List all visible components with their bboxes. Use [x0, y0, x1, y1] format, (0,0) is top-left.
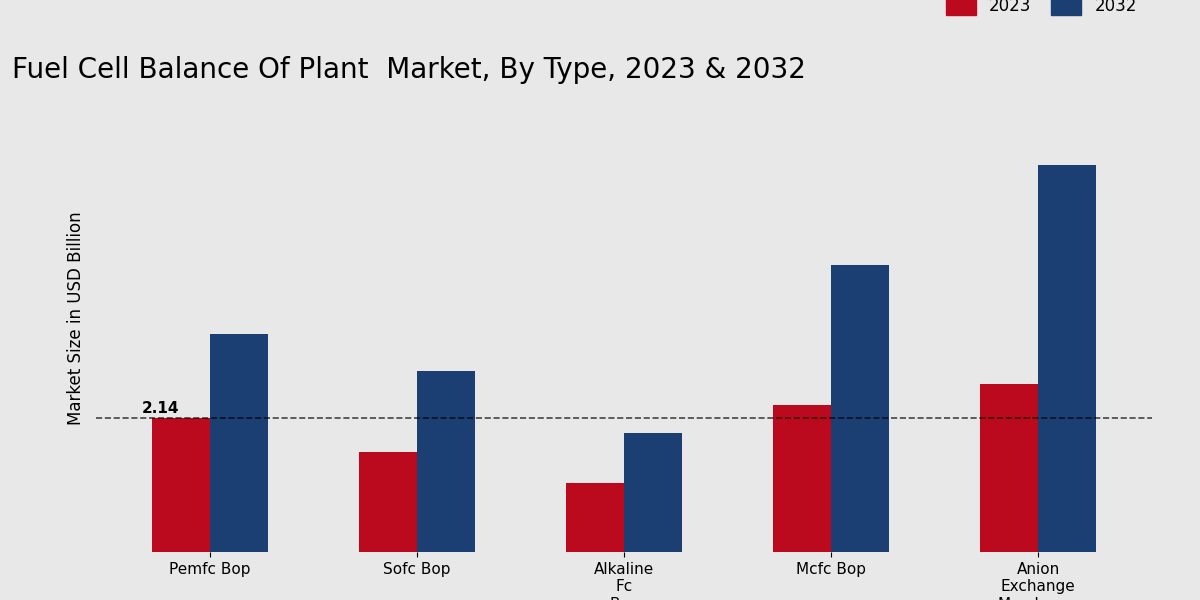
Legend: 2023, 2032: 2023, 2032	[938, 0, 1144, 22]
Bar	[1038, 165, 1096, 552]
Bar	[416, 371, 475, 552]
Bar	[980, 383, 1038, 552]
Bar	[773, 406, 832, 552]
Bar	[624, 433, 682, 552]
Bar	[359, 452, 416, 552]
Bar	[210, 334, 268, 552]
Text: Fuel Cell Balance Of Plant  Market, By Type, 2023 & 2032: Fuel Cell Balance Of Plant Market, By Ty…	[12, 56, 805, 84]
Y-axis label: Market Size in USD Billion: Market Size in USD Billion	[67, 211, 85, 425]
Text: 2.14: 2.14	[142, 401, 179, 416]
Bar	[832, 265, 889, 552]
Bar	[152, 418, 210, 552]
Bar	[566, 484, 624, 552]
